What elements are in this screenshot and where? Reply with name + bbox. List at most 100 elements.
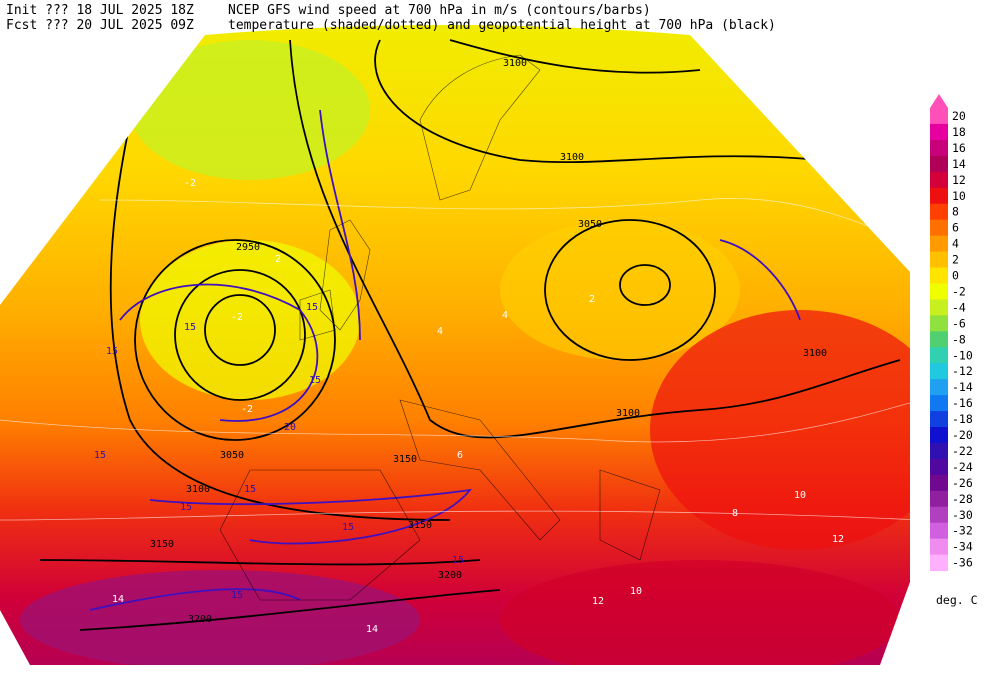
- colorbar-swatch: [930, 331, 948, 348]
- colorbar-label: 10: [952, 189, 966, 203]
- wind-contour-label: 15: [231, 590, 243, 601]
- height-contour-label: 3100: [803, 348, 827, 359]
- colorbar-label: -6: [952, 316, 966, 330]
- colorbar-unit: deg. C: [936, 593, 978, 607]
- colorbar-swatch: [930, 474, 948, 492]
- colorbar-swatch: [930, 219, 948, 237]
- colorbar-swatch: [930, 299, 948, 316]
- height-contour-label: 3100: [503, 58, 527, 69]
- colorbar-label: 20: [952, 109, 966, 123]
- colorbar-swatch: [930, 411, 948, 428]
- colorbar-swatch: [930, 123, 948, 141]
- colorbar-label: -14: [952, 380, 973, 394]
- wind-contour-label: 15: [180, 502, 192, 513]
- height-contour-label: 3050: [220, 450, 244, 461]
- colorbar-swatch: [930, 458, 948, 476]
- temperature-contour-label: -2: [231, 312, 243, 323]
- colorbar-label: -10: [952, 348, 973, 362]
- wind-contour-label: 15: [94, 450, 106, 461]
- colorbar-swatch: [930, 347, 948, 364]
- height-contour-label: 3100: [560, 152, 584, 163]
- colorbar-swatch: [930, 283, 948, 300]
- colorbar-label: -18: [952, 412, 973, 426]
- wind-contour-label: 15: [342, 522, 354, 533]
- colorbar-label: -30: [952, 508, 973, 522]
- colorbar-swatch: [930, 379, 948, 396]
- header-init: Init ??? 18 JUL 2025 18Z: [6, 3, 194, 18]
- wind-contour-label: 15: [106, 346, 118, 357]
- colorbar-label: -28: [952, 492, 973, 506]
- colorbar-label: 2: [952, 253, 959, 267]
- colorbar-label: -2: [952, 284, 966, 298]
- colorbar-label: 4: [952, 237, 959, 251]
- header-forecast: Fcst ??? 20 JUL 2025 09Z: [6, 18, 194, 33]
- colorbar-label: 18: [952, 125, 966, 139]
- colorbar-label: 6: [952, 221, 959, 235]
- colorbar-label: -12: [952, 364, 973, 378]
- colorbar-swatch: [930, 108, 948, 125]
- colorbar-swatch: [930, 315, 948, 332]
- temperature-contour-label: 14: [366, 624, 378, 635]
- map-domain: 3100 3100 3050 2950 3050 3100 3150 3200 3200 3150…: [0, 25, 910, 665]
- colorbar-label: -26: [952, 476, 973, 490]
- height-contour-label: 3100: [186, 484, 210, 495]
- wind-contour-label: 15: [306, 302, 318, 313]
- colorbar-swatch: [930, 554, 948, 572]
- temperature-contour-label: -2: [184, 178, 196, 189]
- colorbar-label: 12: [952, 173, 966, 187]
- colorbar-label: -8: [952, 332, 966, 346]
- colorbar-label: -20: [952, 428, 973, 442]
- colorbar-swatch: [930, 203, 948, 221]
- height-contour-label: 2950: [236, 242, 260, 253]
- header-subtitle: temperature (shaded/dotted) and geopoten…: [228, 18, 776, 33]
- colorbar-swatch: [930, 171, 948, 189]
- temperature-contour-label: 10: [630, 586, 642, 597]
- temperature-contour-label: 8: [732, 508, 738, 519]
- colorbar-swatch: [930, 427, 948, 444]
- colorbar-label: 16: [952, 141, 966, 155]
- colorbar-swatch: [930, 506, 948, 524]
- temperature-contour-label: 12: [592, 596, 604, 607]
- height-contour-label: 3150: [408, 520, 432, 531]
- colorbar-swatch: [930, 155, 948, 173]
- colorbar-label: -32: [952, 524, 973, 538]
- height-contour-label: 3150: [150, 539, 174, 550]
- wind-contour-label: 15: [184, 322, 196, 333]
- colorbar-swatch: [930, 363, 948, 380]
- temperature-contour-label: 4: [437, 326, 443, 337]
- colorbar-label: -16: [952, 396, 973, 410]
- height-contour-label: 3100: [616, 408, 640, 419]
- temperature-contour-label: -2: [241, 404, 253, 415]
- wind-contour-label: 20: [284, 422, 296, 433]
- temperature-contour-label: 4: [502, 310, 508, 321]
- colorbar-swatch: [930, 139, 948, 157]
- colorbar-swatch: [930, 442, 948, 460]
- colorbar-swatch: [930, 522, 948, 540]
- colorbar-label: -22: [952, 444, 973, 458]
- colorbar-swatch: [930, 235, 948, 253]
- colorbar-swatch: [930, 251, 948, 269]
- colorbar-swatch: [930, 267, 948, 284]
- wind-contour-label: 15: [244, 484, 256, 495]
- temperature-contour-label: 2: [589, 294, 595, 305]
- height-contour-label: 3150: [393, 454, 417, 465]
- height-contour-label: 3200: [188, 614, 212, 625]
- height-contour-label: 3050: [578, 219, 602, 230]
- colorbar-swatch: [930, 490, 948, 508]
- colorbar-label: -24: [952, 460, 973, 474]
- colorbar-label: -4: [952, 300, 966, 314]
- colorbar-arrow: [930, 94, 948, 108]
- colorbar-label: 0: [952, 269, 959, 283]
- temperature-contour-label: 14: [112, 594, 124, 605]
- colorbar-swatch: [930, 187, 948, 205]
- colorbar: 20181614121086420-2-4-6-8-10-12-14-16-18…: [930, 94, 973, 572]
- wind-contour-label: 15: [452, 555, 464, 566]
- colorbar-label: -36: [952, 556, 973, 570]
- temperature-contour-label: 10: [794, 490, 806, 501]
- temperature-contour-label: 6: [457, 450, 463, 461]
- header-title: NCEP GFS wind speed at 700 hPa in m/s (c…: [228, 3, 651, 18]
- temperature-contour-label: 12: [832, 534, 844, 545]
- wind-contour-label: 15: [309, 375, 321, 386]
